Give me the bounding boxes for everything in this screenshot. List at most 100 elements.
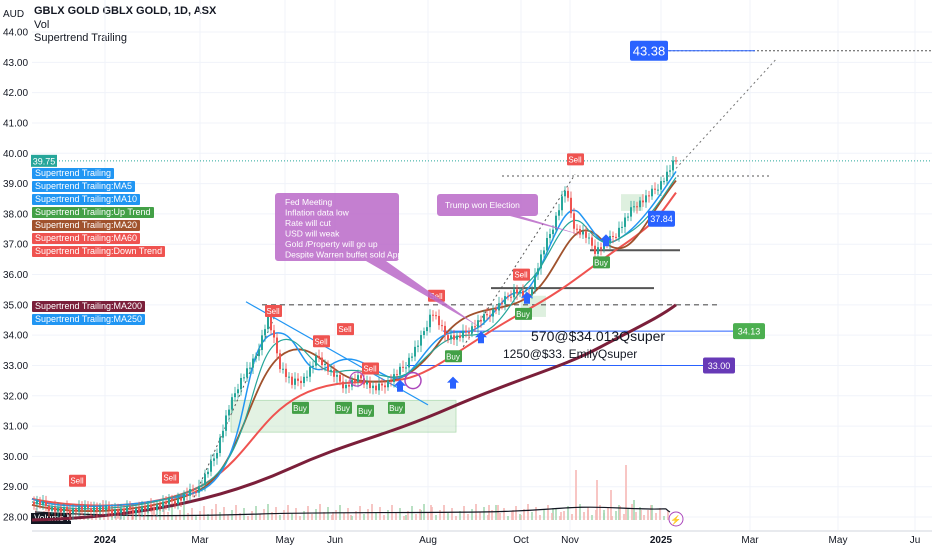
candle-body (306, 376, 308, 378)
candle-body (66, 506, 68, 511)
candle-body (102, 506, 104, 511)
buy-label: Buy (516, 310, 530, 319)
candle-body (597, 247, 599, 254)
highlight-circle (349, 371, 365, 387)
volume-bar (519, 514, 521, 520)
y-tick-label: 39.00 (3, 179, 28, 190)
candle-body (252, 358, 254, 368)
candle-body (489, 315, 491, 317)
volume-bar (659, 508, 661, 520)
volume-bar (488, 505, 490, 520)
legend-item[interactable]: Supertrend Trailing:Down Trend (32, 246, 166, 257)
candle-body (618, 227, 620, 238)
y-tick-label: 38.00 (3, 209, 28, 220)
volume-bar (459, 511, 461, 520)
legend-item[interactable]: Supertrend Trailing:MA60 (32, 233, 141, 244)
candle-body (612, 236, 614, 238)
volume-bar (451, 508, 453, 520)
volume-bar (575, 470, 577, 520)
volume-bar (207, 514, 209, 520)
buy-arrow (475, 331, 487, 344)
legend-item[interactable]: Supertrend Trailing (32, 168, 115, 179)
buy-label: Buy (358, 407, 372, 416)
candle-body (348, 384, 350, 387)
candle-body (501, 303, 503, 305)
candle-body (171, 498, 173, 502)
candle-body (234, 393, 236, 398)
candle-body (660, 181, 662, 190)
candle-body (213, 458, 215, 461)
candle-body (321, 357, 323, 366)
volume-bar (531, 512, 533, 520)
candle-body (459, 335, 461, 338)
candle-body (552, 229, 554, 235)
candle-body (108, 505, 110, 510)
candle-body (423, 331, 425, 336)
volume-bar (439, 510, 441, 520)
volume-bar (367, 509, 369, 520)
candle-body (519, 290, 521, 294)
legend-item[interactable]: Supertrend Trailing:MA250 (32, 314, 146, 325)
x-tick-label: May (829, 535, 848, 546)
volume-bar (183, 505, 185, 520)
volume-bar (595, 510, 597, 520)
candle-body (537, 268, 539, 275)
candle-body (405, 367, 407, 369)
y-tick-label: 31.00 (3, 422, 28, 433)
candle-body (420, 335, 422, 346)
fed-meeting-text: Despite Warren buffet sold Apple (285, 250, 409, 260)
note-1250: 1250@$33. EmilyQsuper (503, 347, 637, 361)
candle-body (87, 504, 89, 509)
y-tick-label: 44.00 (3, 28, 28, 39)
sell-label: Sell (163, 474, 177, 483)
candle-body (219, 437, 221, 454)
candle-body (141, 506, 143, 512)
legend-item[interactable]: Supertrend Trailing:MA10 (32, 194, 141, 205)
ma200-line (31, 303, 677, 522)
candle-body (261, 335, 263, 350)
volume-bar (651, 505, 653, 520)
candle-body (432, 314, 434, 316)
candle-body (216, 453, 218, 459)
volume-bar (295, 508, 297, 520)
candle-body (543, 250, 545, 255)
currency-unit: AUD (3, 9, 25, 20)
volume-bar (559, 516, 561, 520)
candle-body (267, 314, 269, 330)
volume-bar (163, 504, 165, 520)
candle-body (75, 508, 77, 512)
candle-body (246, 368, 248, 378)
volume-bar (591, 515, 593, 520)
candle-body (642, 200, 644, 203)
x-tick-label: 2025 (650, 535, 673, 546)
candle-body (555, 215, 557, 230)
legend-item[interactable]: Supertrend Trailing:Up Trend (32, 207, 154, 218)
volume-bar (291, 513, 293, 520)
candle-body (342, 381, 344, 389)
flash-icon-glyph: ⚡ (670, 514, 681, 526)
volume-bar (483, 507, 485, 520)
candle-body (225, 415, 227, 431)
y-tick-label: 42.00 (3, 88, 28, 99)
sell-marker (513, 268, 530, 281)
legend-item[interactable]: Supertrend Trailing:MA5 (32, 181, 136, 192)
volume-bar (647, 510, 649, 520)
candle-body (378, 383, 380, 391)
legend-item[interactable]: Supertrend Trailing:MA200 (32, 301, 146, 312)
sell-marker (162, 471, 179, 484)
volume-bar (299, 516, 301, 520)
candle-body (636, 206, 638, 208)
x-axis: 2024 Mar May Jun Aug Oct Nov 2025 Mar May Ju (32, 530, 932, 546)
candle-body (240, 377, 242, 390)
y-tick-label: 28.00 (3, 513, 28, 524)
volume-bar (551, 513, 553, 520)
candle-body (162, 501, 164, 508)
volume-bar (407, 511, 409, 520)
volume-bar (211, 509, 213, 520)
legend-item[interactable]: Supertrend Trailing:MA20 (32, 220, 141, 231)
candle-body (438, 315, 440, 326)
buy-label: Buy (446, 352, 460, 361)
candle-body (435, 315, 437, 317)
signal-markers: Sell Sell Sell Sell Sell Sell Sell Sell Sell Buy B… (69, 153, 612, 487)
